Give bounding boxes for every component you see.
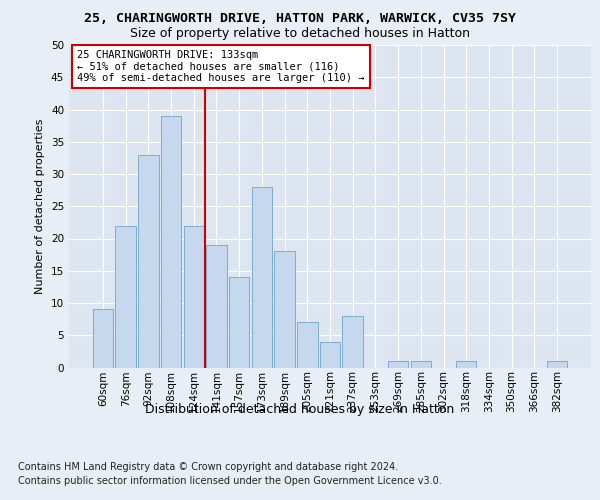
Bar	[251, 187, 272, 368]
Bar	[229, 277, 250, 368]
Bar	[410, 361, 431, 368]
Text: Contains HM Land Registry data © Crown copyright and database right 2024.: Contains HM Land Registry data © Crown c…	[18, 462, 398, 472]
Y-axis label: Number of detached properties: Number of detached properties	[35, 118, 46, 294]
Text: 25, CHARINGWORTH DRIVE, HATTON PARK, WARWICK, CV35 7SY: 25, CHARINGWORTH DRIVE, HATTON PARK, WAR…	[84, 12, 516, 26]
Bar	[206, 245, 227, 368]
Bar	[161, 116, 181, 368]
Text: Contains public sector information licensed under the Open Government Licence v3: Contains public sector information licen…	[18, 476, 442, 486]
Bar	[343, 316, 363, 368]
Bar	[274, 252, 295, 368]
Bar	[320, 342, 340, 367]
Bar	[456, 361, 476, 368]
Text: Size of property relative to detached houses in Hatton: Size of property relative to detached ho…	[130, 28, 470, 40]
Text: 25 CHARINGWORTH DRIVE: 133sqm
← 51% of detached houses are smaller (116)
49% of : 25 CHARINGWORTH DRIVE: 133sqm ← 51% of d…	[77, 50, 364, 83]
Bar	[138, 154, 158, 368]
Text: Distribution of detached houses by size in Hatton: Distribution of detached houses by size …	[145, 402, 455, 415]
Bar	[115, 226, 136, 368]
Bar	[388, 361, 409, 368]
Bar	[547, 361, 567, 368]
Bar	[93, 310, 113, 368]
Bar	[297, 322, 317, 368]
Bar	[184, 226, 204, 368]
